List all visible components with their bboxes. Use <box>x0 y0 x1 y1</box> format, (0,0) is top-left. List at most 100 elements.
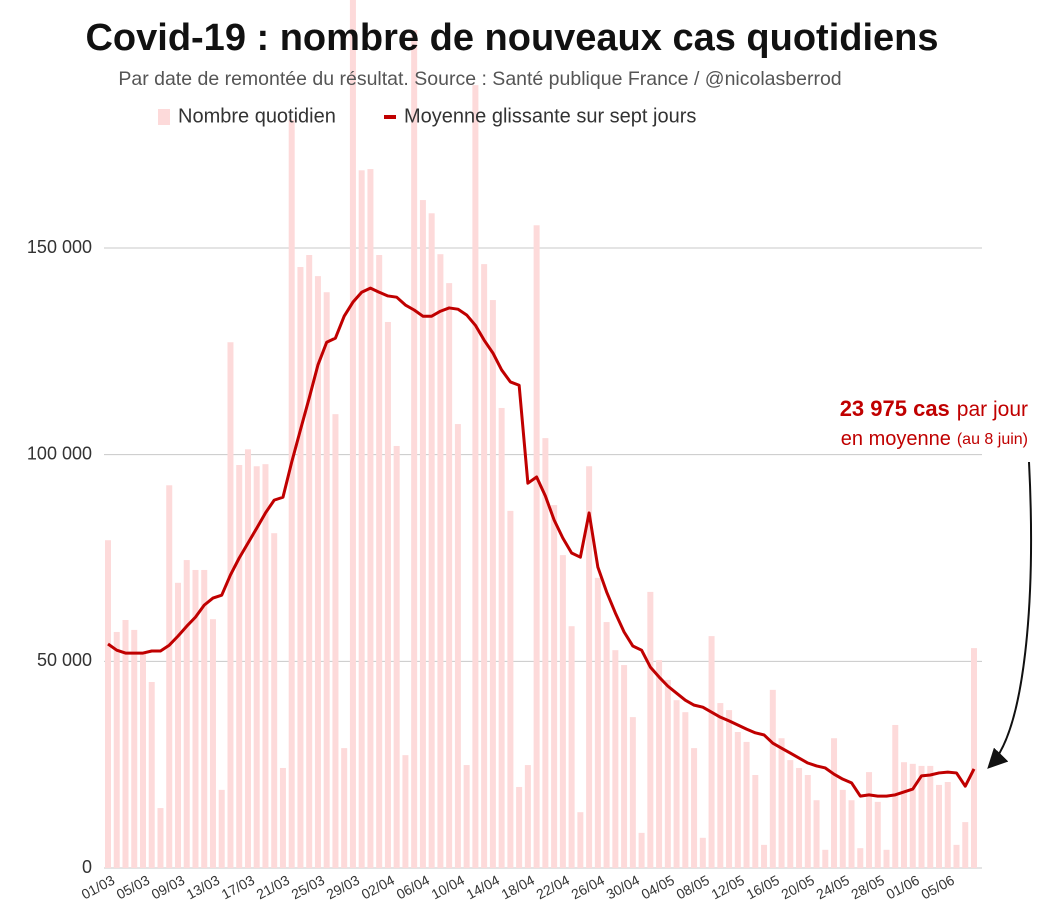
bar <box>857 848 864 868</box>
bar <box>778 738 785 868</box>
bar <box>542 438 549 868</box>
bar <box>743 741 750 868</box>
x-tick-label: 14/04 <box>464 872 503 903</box>
bar <box>288 119 295 868</box>
y-tick-label: 50 000 <box>37 650 92 670</box>
bar <box>673 700 680 868</box>
bar <box>962 822 969 868</box>
bar <box>244 449 251 868</box>
bar <box>481 264 488 868</box>
legend-swatch <box>158 109 170 125</box>
bar <box>621 665 628 868</box>
bar <box>918 765 925 868</box>
bar <box>192 569 199 868</box>
bar <box>341 748 348 868</box>
x-tick-label: 22/04 <box>534 872 573 903</box>
bar <box>358 170 365 868</box>
bar <box>113 631 120 868</box>
bar <box>691 748 698 868</box>
bar <box>909 763 916 868</box>
x-tick-label: 21/03 <box>254 872 293 903</box>
bar <box>971 648 977 868</box>
x-tick-label: 20/05 <box>778 872 817 903</box>
x-tick-label: 05/03 <box>114 872 153 903</box>
x-tick-label: 26/04 <box>569 872 608 903</box>
bar <box>279 767 286 868</box>
bar <box>647 591 654 868</box>
annotation-text: en moyenne <box>841 428 951 450</box>
x-tick-label: 18/04 <box>499 872 538 903</box>
bar <box>717 703 724 868</box>
bar <box>323 292 330 868</box>
bar <box>174 582 181 868</box>
annotation-text: (au 8 juin) <box>957 431 1028 448</box>
bar <box>603 622 610 868</box>
bar <box>516 786 523 868</box>
bar <box>157 808 164 868</box>
bar <box>507 510 514 868</box>
bar <box>892 724 899 868</box>
bar <box>699 837 706 868</box>
bar <box>306 255 313 868</box>
x-tick-label: 30/04 <box>604 872 643 903</box>
x-tick-label: 25/03 <box>289 872 328 903</box>
bar <box>454 424 461 868</box>
bar <box>656 660 663 868</box>
bar <box>883 849 890 868</box>
x-tick-label: 05/06 <box>918 872 957 903</box>
x-tick-label: 06/04 <box>394 872 433 903</box>
x-tick-label: 04/05 <box>639 872 678 903</box>
bar <box>804 775 811 868</box>
bar <box>848 800 855 868</box>
bar <box>105 540 111 868</box>
y-tick-label: 100 000 <box>27 443 92 463</box>
x-tick-label: 29/03 <box>324 872 363 903</box>
x-tick-label: 24/05 <box>813 872 852 903</box>
bar <box>796 767 803 868</box>
chart-subtitle: Par date de remontée du résultat. Source… <box>118 68 841 90</box>
bar <box>839 789 846 868</box>
bar <box>218 789 225 868</box>
bar <box>936 784 943 868</box>
bar <box>586 466 593 868</box>
bar <box>419 200 426 868</box>
bar <box>769 689 776 868</box>
x-tick-label: 09/03 <box>149 872 188 903</box>
bar <box>384 321 391 868</box>
bar <box>437 254 444 868</box>
bar <box>524 765 531 868</box>
bar <box>297 267 304 869</box>
bar <box>236 465 243 868</box>
annotation-arrow <box>987 461 1032 769</box>
bar <box>227 342 234 868</box>
bar <box>813 800 820 868</box>
bar <box>682 712 689 868</box>
bar <box>822 849 829 868</box>
bar <box>761 844 768 868</box>
bar <box>664 679 671 868</box>
bar <box>314 276 321 868</box>
bar <box>166 485 173 868</box>
bar <box>472 85 479 868</box>
bar <box>559 555 566 868</box>
bar <box>726 710 733 868</box>
bar <box>551 505 558 868</box>
annotation: 23 975 cas par jour <box>840 396 1028 421</box>
bar <box>271 533 278 868</box>
y-tick-label: 150 000 <box>27 237 92 257</box>
bar <box>831 738 838 868</box>
annotation-value: 23 975 cas <box>840 396 950 421</box>
legend-label: Moyenne glissante sur sept jours <box>404 105 696 127</box>
bar <box>489 300 496 869</box>
bar <box>901 762 908 868</box>
x-tick-label: 10/04 <box>429 872 468 903</box>
x-tick-label: 13/03 <box>184 872 223 903</box>
bar <box>411 30 418 868</box>
bar <box>752 775 759 868</box>
bar <box>332 414 339 868</box>
bar <box>446 283 453 869</box>
bar <box>612 650 619 868</box>
bar <box>349 0 356 869</box>
bar <box>131 629 138 868</box>
